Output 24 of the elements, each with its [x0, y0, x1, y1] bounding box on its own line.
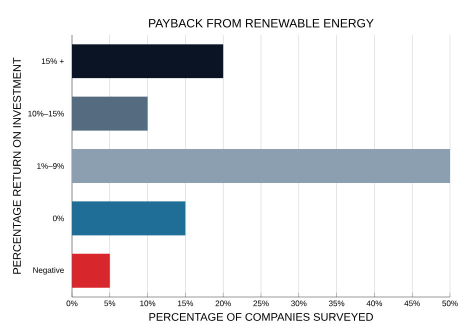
x-tick-label: 50%	[442, 300, 458, 306]
y-tick-label: 10%–15%	[28, 110, 64, 116]
bar	[72, 149, 450, 184]
x-tick-label: 20%	[216, 300, 231, 306]
x-tick-label: 40%	[366, 300, 382, 306]
x-tick-label: 15%	[178, 300, 194, 306]
x-tick-label: 35%	[328, 300, 344, 306]
y-axis-title: PERCENTAGE RETURN ON INVESTMENT	[13, 58, 21, 274]
y-tick-label: 1%–9%	[37, 163, 64, 169]
y-tick-label: Negative	[33, 267, 64, 275]
x-tick-label: 10%	[140, 300, 156, 306]
x-tick-label: 45%	[404, 300, 420, 306]
x-tick-label: 25%	[253, 300, 269, 306]
bar	[72, 201, 186, 236]
chart-title: PAYBACK FROM RENEWABLE ENERGY	[149, 18, 374, 28]
x-tick-label: 5%	[104, 300, 116, 306]
y-tick-label: 0%	[52, 216, 64, 222]
x-tick-label: 0%	[66, 300, 78, 306]
y-tick-label: 15% +	[42, 58, 64, 64]
x-axis-title: PERCENTAGE OF COMPANIES SURVEYED	[149, 313, 373, 321]
bar	[72, 44, 224, 78]
bar	[72, 254, 110, 288]
bar	[72, 96, 148, 131]
x-tick-label: 30%	[291, 300, 307, 306]
